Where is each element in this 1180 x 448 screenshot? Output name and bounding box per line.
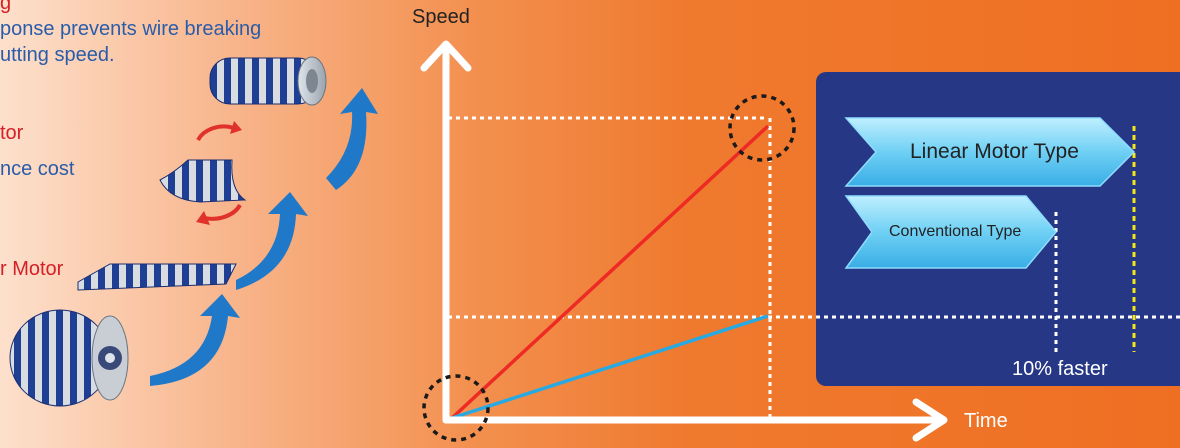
- highlight-circle-origin: [422, 374, 490, 442]
- left-text-line2: ponse prevents wire breaking: [0, 18, 262, 40]
- y-axis-label: Speed: [412, 6, 470, 28]
- flat-magnet-strip-icon: [77, 263, 237, 291]
- x-axis-arrowhead: [912, 398, 948, 442]
- curved-arrow-icon: [150, 294, 240, 386]
- legend-linear-label: Linear Motor Type: [910, 140, 1079, 163]
- linear-motor-chevron: [844, 117, 1136, 187]
- curved-arrow-icon: [236, 192, 308, 290]
- guide-lines: [448, 116, 1180, 420]
- y-axis-arrowhead: [420, 40, 472, 72]
- legend-conventional-label: Conventional Type: [889, 223, 1022, 240]
- x-axis-label: Time: [964, 410, 1008, 432]
- series-line-linear: [450, 124, 770, 420]
- progression-arrows: [150, 88, 378, 386]
- curved-arrow-icon: [326, 88, 378, 190]
- curled-magnet-icon: [159, 121, 247, 225]
- series-line-conventional: [451, 314, 769, 420]
- rotary-motor-icon: [9, 309, 129, 407]
- left-text-line1: g: [0, 0, 12, 14]
- highlight-circle-top: [728, 94, 796, 162]
- faster-annotation: 10% faster: [1012, 358, 1108, 380]
- left-text-line5: nce cost: [0, 158, 75, 180]
- cylinder-coil-icon: [209, 56, 327, 106]
- left-text-line4: tor: [0, 122, 24, 144]
- conventional-chevron: [844, 195, 1057, 269]
- left-text-line6: r Motor: [0, 258, 64, 280]
- left-text-line3: utting speed.: [0, 44, 115, 66]
